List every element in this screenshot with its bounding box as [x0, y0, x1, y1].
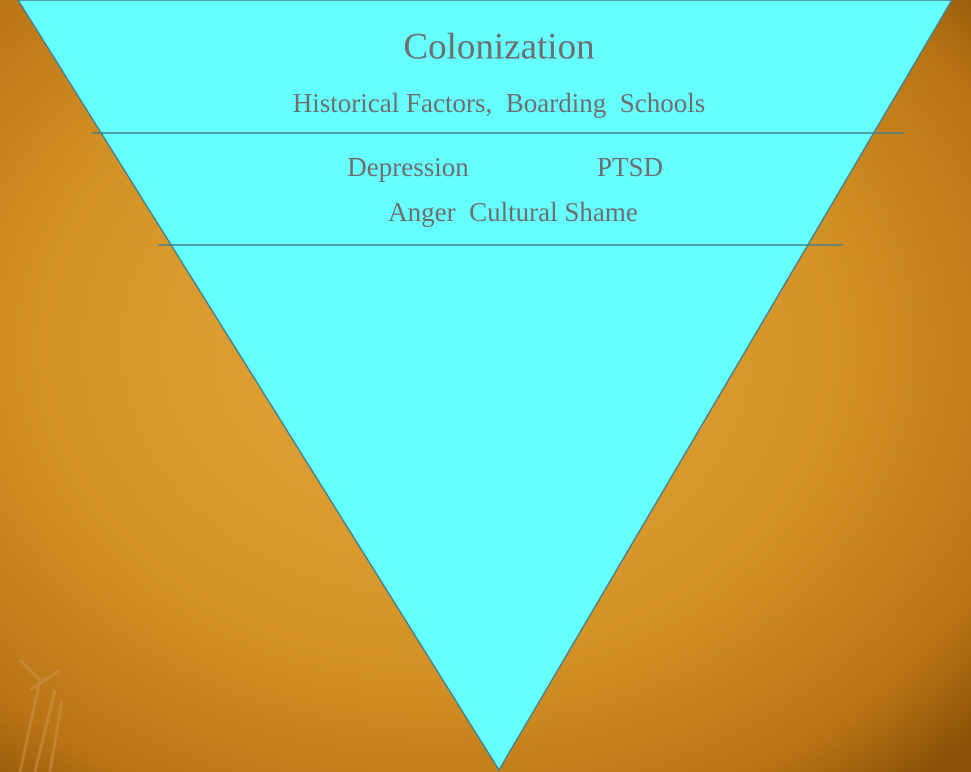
page: Colonization Historical Factors, Boardin… [0, 0, 971, 772]
middle-item: Anger Cultural Shame [388, 197, 638, 227]
slide: Colonization Historical Factors, Boardin… [0, 0, 971, 772]
top-title: Colonization [403, 26, 594, 67]
middle-item: Depression [347, 152, 469, 182]
middle-item: PTSD [597, 152, 663, 182]
top-subtitle: Historical Factors, Boarding Schools [293, 88, 705, 118]
